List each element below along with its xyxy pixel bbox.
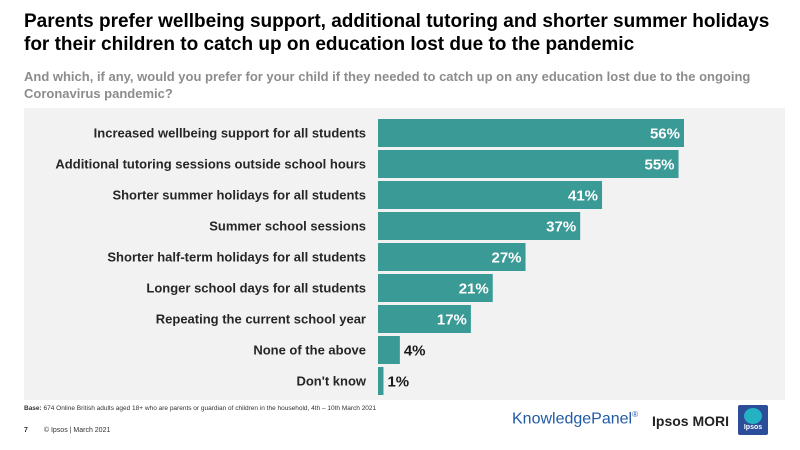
bar bbox=[378, 367, 384, 395]
page-number: 7 bbox=[24, 427, 28, 434]
ipsos-mori-logo: Ipsos MORI bbox=[652, 413, 730, 429]
category-label: Increased wellbeing support for all stud… bbox=[94, 126, 366, 141]
bar bbox=[378, 181, 603, 209]
value-label: 55% bbox=[645, 157, 675, 174]
knowledgepanel-text: KnowledgePanel bbox=[512, 410, 633, 428]
category-label: None of the above bbox=[253, 343, 366, 358]
category-label: Repeating the current school year bbox=[156, 312, 366, 327]
value-label: 17% bbox=[437, 312, 467, 329]
chart-panel: Increased wellbeing support for all stud… bbox=[24, 108, 785, 400]
registered-mark: ® bbox=[632, 410, 638, 419]
value-label: 4% bbox=[404, 343, 426, 360]
value-label: 41% bbox=[568, 188, 598, 205]
bar bbox=[378, 336, 400, 364]
value-label: 21% bbox=[459, 281, 489, 298]
bar-chart: Increased wellbeing support for all stud… bbox=[55, 119, 684, 395]
bar bbox=[378, 243, 526, 271]
category-label: Longer school days for all students bbox=[146, 281, 366, 296]
copyright: © Ipsos | March 2021 bbox=[43, 427, 111, 434]
base-label: Base: bbox=[24, 405, 42, 412]
bar bbox=[378, 305, 471, 333]
category-label: Shorter half-term holidays for all stude… bbox=[107, 250, 366, 265]
category-label: Additional tutoring sessions outside sch… bbox=[55, 157, 366, 172]
category-label: Summer school sessions bbox=[209, 219, 366, 234]
category-label: Don't know bbox=[296, 374, 366, 389]
category-label: Shorter summer holidays for all students bbox=[112, 188, 366, 203]
knowledgepanel-logo: KnowledgePanel® bbox=[512, 410, 638, 428]
base-note: Base: 674 Online British adults aged 18+… bbox=[24, 405, 764, 412]
logo-text: Ipsos bbox=[743, 424, 763, 431]
logo-circle bbox=[744, 408, 762, 424]
bar bbox=[378, 274, 493, 302]
chart-subtitle: And which, if any, would you prefer for … bbox=[24, 69, 751, 101]
chart-title: Parents prefer wellbeing support, additi… bbox=[24, 11, 770, 55]
footer-left: 7 © Ipsos | March 2021 bbox=[24, 427, 110, 434]
value-label: 27% bbox=[492, 250, 522, 267]
bar bbox=[378, 212, 581, 240]
bar bbox=[378, 150, 679, 178]
value-label: 56% bbox=[650, 126, 680, 143]
base-text: 674 Online British adults aged 18+ who a… bbox=[43, 405, 377, 412]
value-label: 1% bbox=[387, 374, 409, 391]
bar bbox=[378, 119, 684, 147]
value-label: 37% bbox=[546, 219, 576, 236]
ipsos-logo-icon: Ipsos bbox=[738, 405, 768, 435]
